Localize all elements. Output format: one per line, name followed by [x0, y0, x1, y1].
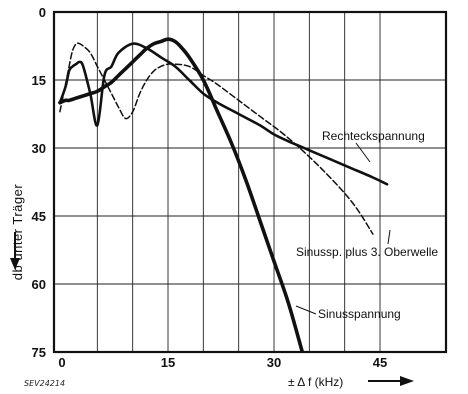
x-tick-label: 0	[58, 355, 65, 370]
y-axis-arrowhead	[10, 258, 20, 270]
x-tick-labels: 0 15 30 45	[58, 355, 387, 370]
series-sinussp-oberwelle	[59, 42, 374, 235]
leader-sinussp-oberwelle	[387, 229, 391, 245]
leader-rechteckspannung	[355, 142, 371, 163]
y-tick-label: 75	[32, 345, 46, 360]
y-tick-label: 0	[39, 5, 46, 20]
figure-reference: SEV24214	[24, 379, 65, 388]
y-tick-label: 45	[32, 209, 46, 224]
y-axis-label: db unter Träger	[10, 184, 25, 281]
plot-frame	[52, 10, 448, 354]
y-tick-label: 15	[32, 73, 46, 88]
x-axis-label: ± Δ f (kHz)	[288, 375, 343, 389]
y-tick-labels: 0 15 30 45 60 75	[32, 5, 46, 360]
annotation-sinusspannung: Sinusspannung	[318, 307, 401, 321]
series-sinusspannung	[58, 37, 305, 352]
annotation-sinussp-oberwelle: Sinussp. plus 3. Oberwelle	[296, 245, 438, 259]
leader-sinusspannung	[295, 305, 317, 315]
x-tick-label: 45	[373, 355, 387, 370]
x-tick-label: 30	[267, 355, 281, 370]
series-group	[58, 37, 389, 352]
x-axis-arrowhead	[400, 376, 414, 386]
x-tick-label: 15	[161, 355, 175, 370]
y-tick-label: 30	[32, 141, 46, 156]
grid	[54, 12, 446, 352]
y-tick-label: 60	[32, 277, 46, 292]
annotation-rechteckspannung: Rechteckspannung	[322, 129, 425, 143]
series-rechteckspannung	[58, 42, 389, 186]
plot-border	[52, 10, 448, 354]
